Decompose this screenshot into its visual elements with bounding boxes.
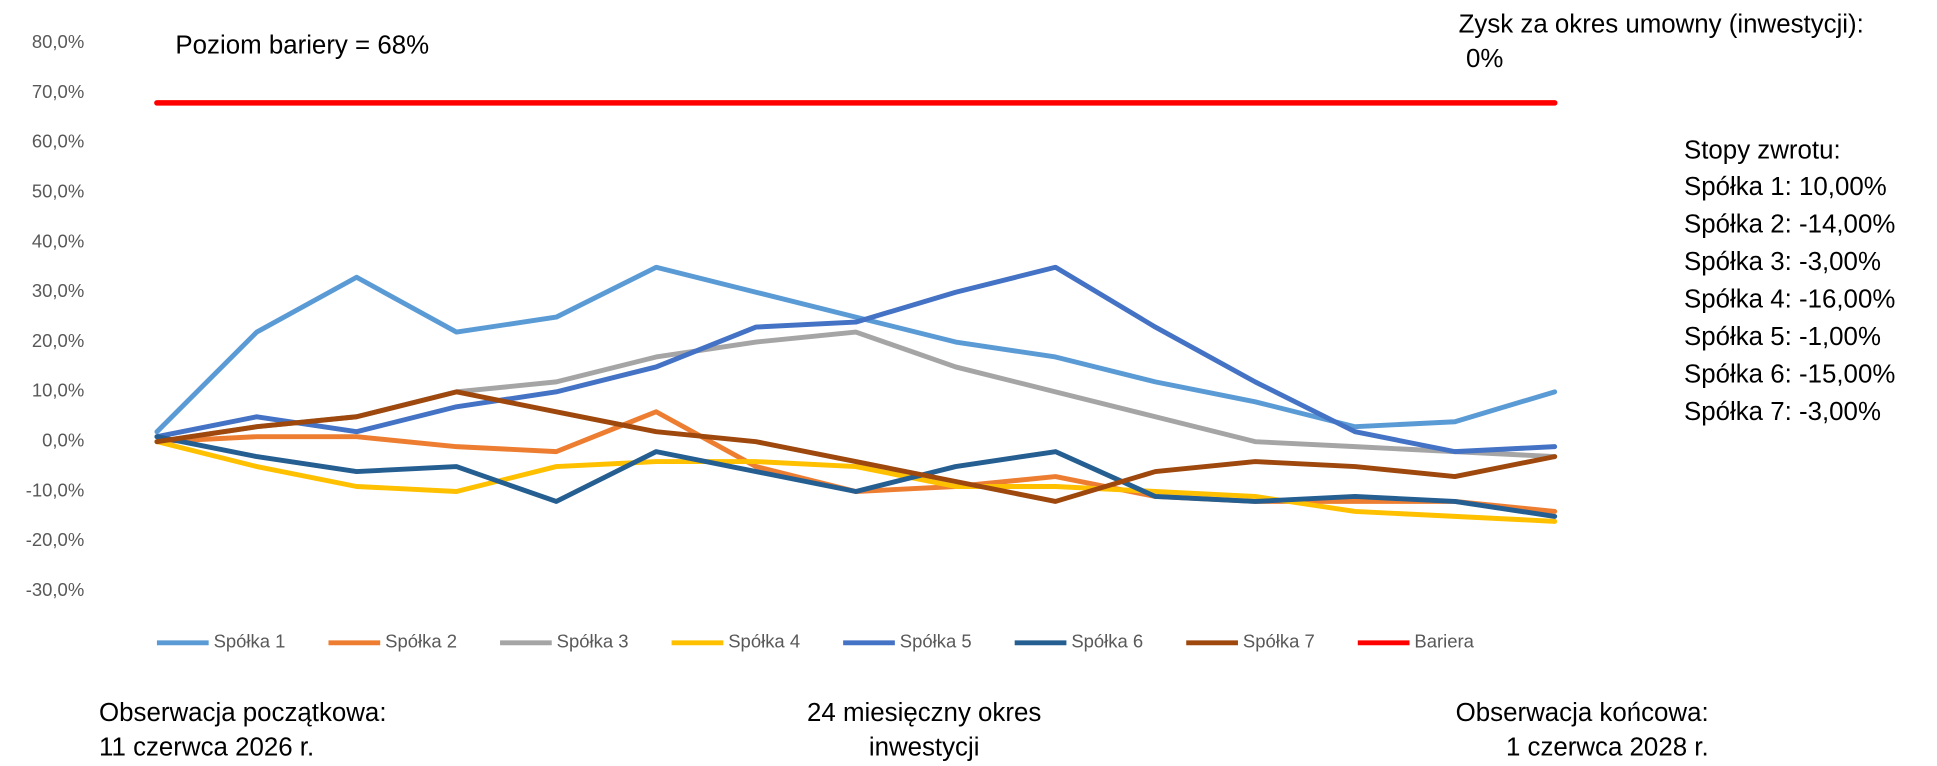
- legend-label: Spółka 1: [214, 631, 286, 652]
- legend-label: Spółka 3: [557, 631, 629, 652]
- y-tick-label: 0,0%: [42, 430, 84, 451]
- legend-label: Bariera: [1414, 631, 1474, 652]
- y-tick-label: 70,0%: [32, 81, 84, 102]
- period-label: inwestycji: [869, 734, 980, 762]
- legend-label: Spółka 2: [385, 631, 457, 652]
- return-line: Spółka 6: -15,00%: [1684, 360, 1895, 388]
- legend-label: Spółka 7: [1243, 631, 1315, 652]
- series-line: [154, 264, 1558, 435]
- y-tick-label: -10,0%: [26, 479, 85, 500]
- series-line: [154, 389, 1558, 504]
- series-line: [154, 434, 1558, 519]
- return-line: Spółka 7: -3,00%: [1684, 398, 1881, 426]
- end-label: Obserwacja końcowa:: [1456, 699, 1709, 727]
- profit-value: 0%: [1466, 45, 1503, 73]
- y-tick-label: 80,0%: [32, 31, 84, 52]
- return-line: Spółka 2: -14,00%: [1684, 211, 1895, 239]
- legend-label: Spółka 6: [1071, 631, 1143, 652]
- legend-label: Spółka 4: [728, 631, 800, 652]
- y-tick-label: -30,0%: [26, 579, 85, 600]
- y-tick-label: 30,0%: [32, 280, 84, 301]
- y-tick-label: -20,0%: [26, 529, 85, 550]
- end-date: 1 czerwca 2028 r.: [1506, 734, 1709, 762]
- series-line: [154, 264, 1558, 455]
- period-label: 24 miesięczny okres: [807, 699, 1041, 727]
- profit-title: Zysk za okres umowny (inwestycji):: [1459, 11, 1864, 39]
- start-date: 11 czerwca 2026 r.: [99, 734, 314, 762]
- start-label: Obserwacja początkowa:: [99, 699, 386, 727]
- series-line: [154, 439, 1558, 524]
- returns-title: Stopy zwrotu:: [1684, 136, 1841, 164]
- return-line: Spółka 4: -16,00%: [1684, 286, 1895, 314]
- return-line: Spółka 1: 10,00%: [1684, 173, 1887, 201]
- y-tick-label: 20,0%: [32, 330, 84, 351]
- barrier-label: Poziom bariery = 68%: [175, 32, 429, 60]
- return-line: Spółka 5: -1,00%: [1684, 323, 1881, 351]
- y-tick-label: 40,0%: [32, 230, 84, 251]
- y-tick-label: 60,0%: [32, 131, 84, 152]
- return-line: Spółka 3: -3,00%: [1684, 248, 1881, 276]
- y-tick-label: 10,0%: [32, 380, 84, 401]
- legend-label: Spółka 5: [900, 631, 972, 652]
- y-tick-label: 50,0%: [32, 180, 84, 201]
